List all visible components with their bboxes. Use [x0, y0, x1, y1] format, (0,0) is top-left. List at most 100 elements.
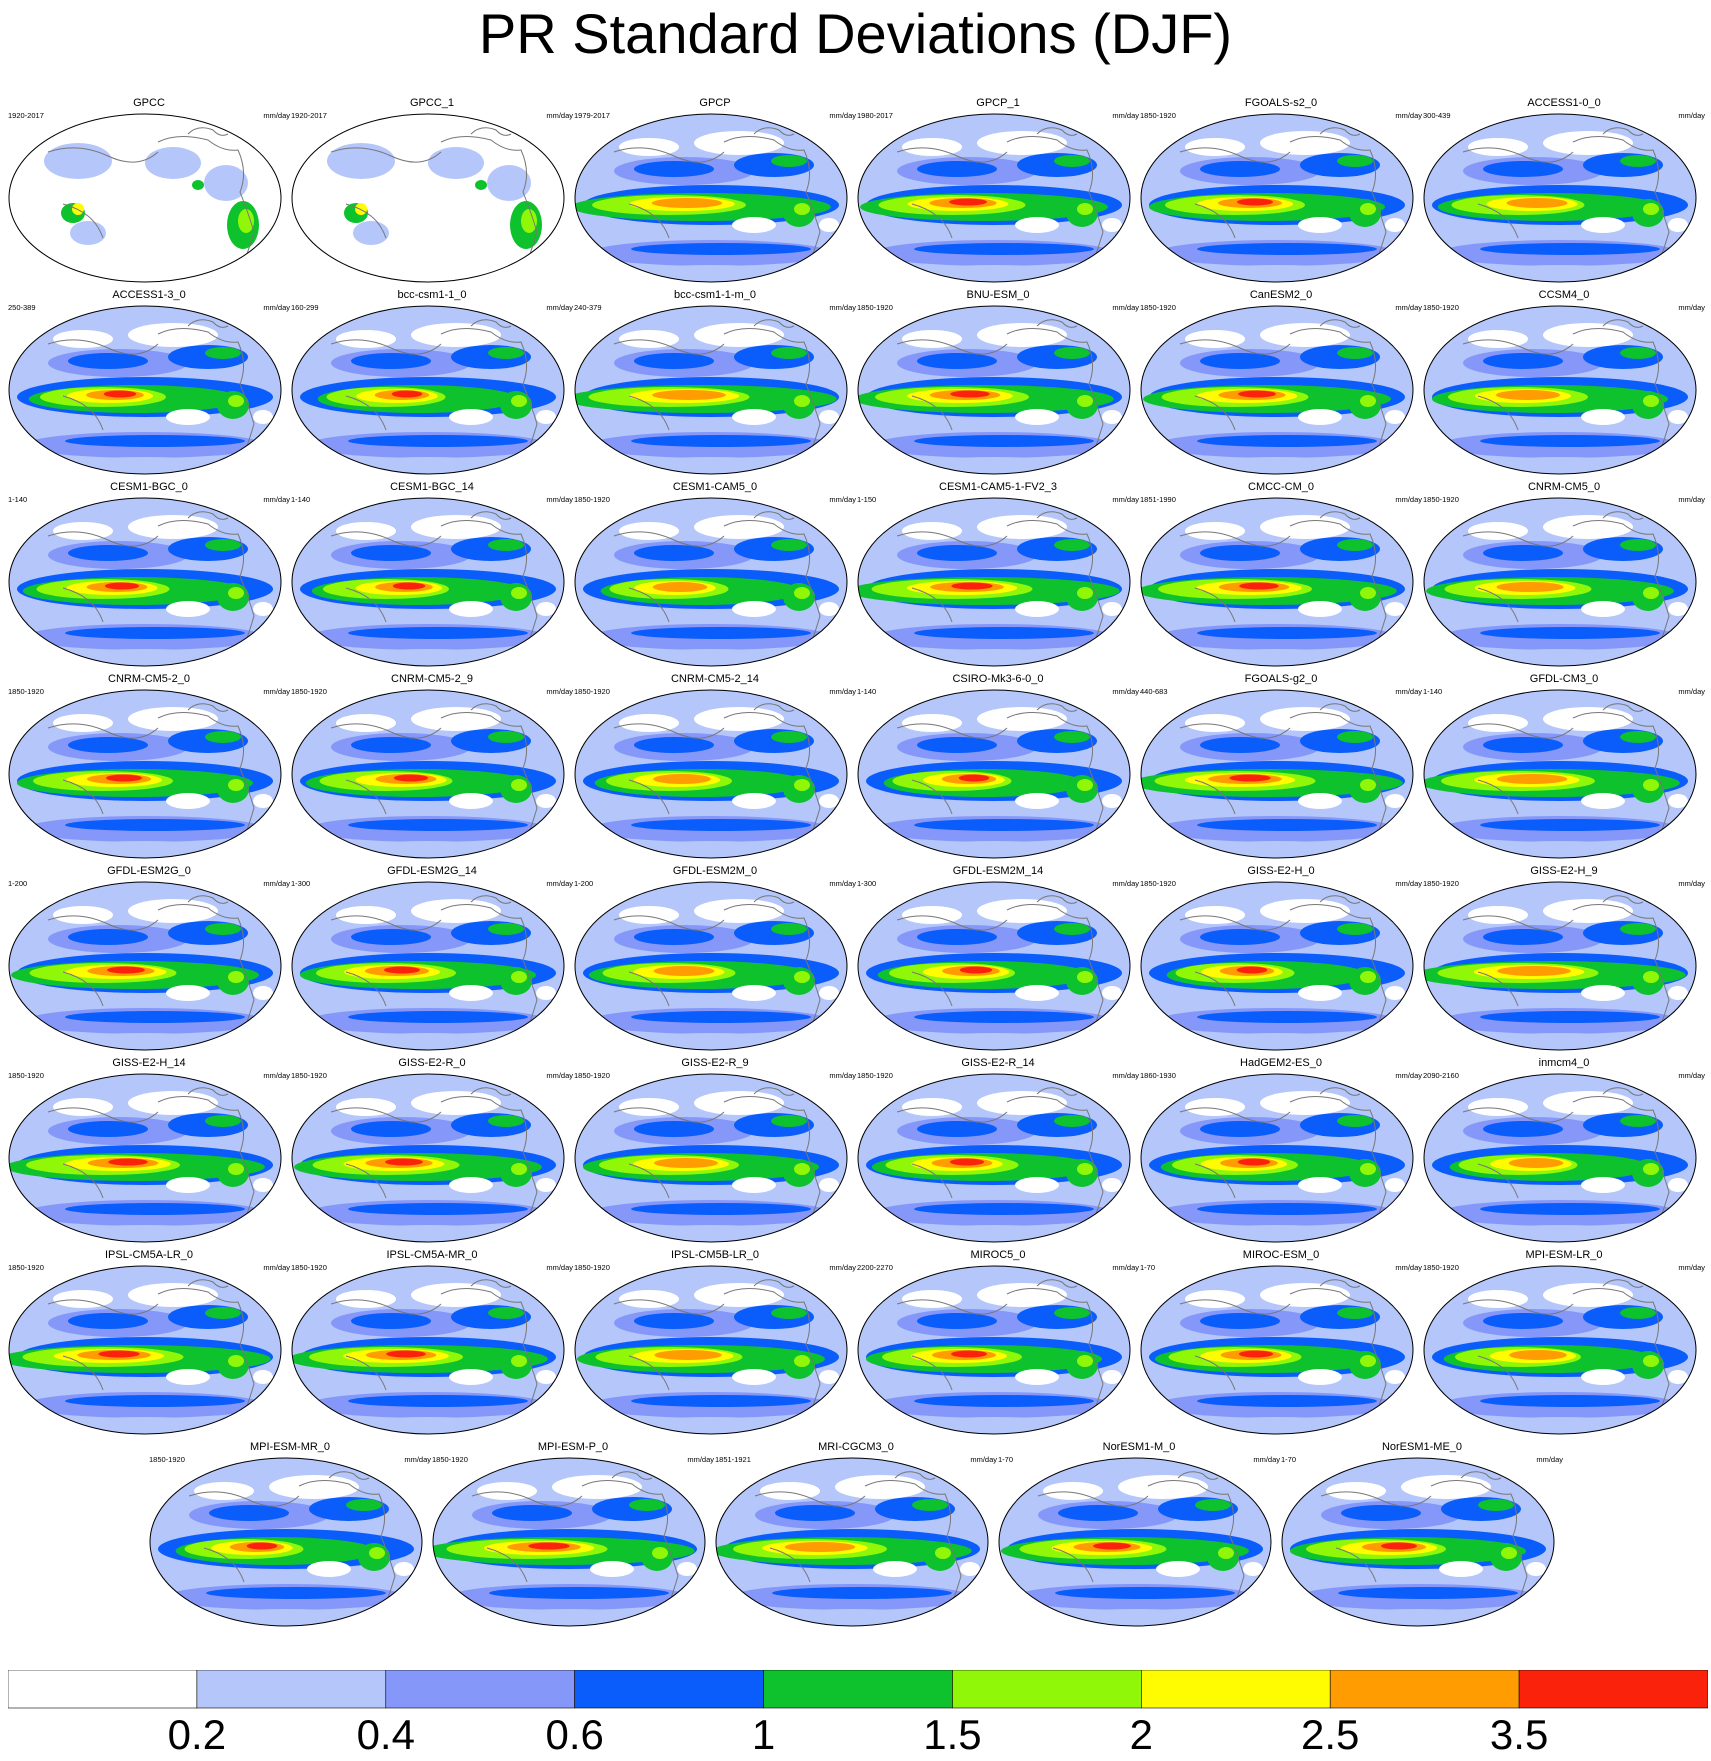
- tropical-band: [1643, 587, 1659, 599]
- dry-region: [1298, 985, 1342, 1001]
- map-panel: GISS-E2-H_0 1850-1920 mm/day: [1140, 864, 1422, 1054]
- panel-title: CNRM-CM5_0: [1527, 481, 1601, 493]
- storm-track-field: [771, 347, 807, 359]
- tropical-band: [511, 971, 527, 983]
- dry-region: [1185, 138, 1245, 156]
- globe-outline: [8, 689, 282, 859]
- dry-region: [732, 601, 776, 617]
- storm-track-field: [1480, 243, 1660, 255]
- dry-region: [1543, 515, 1633, 539]
- dry-region: [1185, 1290, 1245, 1308]
- storm-track-field: [914, 1011, 1094, 1023]
- panel-title: GPCC_1: [409, 97, 455, 109]
- dry-region: [1176, 1377, 1224, 1393]
- storm-track-field: [631, 627, 811, 639]
- panel-years: 1850-1920: [857, 303, 893, 312]
- map-panel: CNRM-CM5-2_14 1850-1920 mm/day: [574, 672, 856, 862]
- panel-years: 1850-1920: [291, 1071, 327, 1080]
- storm-track-field: [631, 1011, 811, 1023]
- dry-region: [1385, 986, 1405, 1000]
- tropical-band: [369, 1547, 385, 1559]
- globe-map: [291, 113, 565, 283]
- panel-units: mm/day: [1395, 687, 1422, 696]
- storm-track-field: [1197, 1395, 1377, 1407]
- dry-region: [1185, 714, 1245, 732]
- tropical-band: [511, 779, 527, 791]
- panel-units: mm/day: [829, 1263, 856, 1272]
- globe-outline: [857, 1265, 1131, 1435]
- dry-region: [1459, 993, 1507, 1009]
- dry-region: [694, 899, 784, 923]
- dry-region: [960, 1562, 980, 1576]
- globe-map: [8, 305, 282, 475]
- polar-field: [348, 1225, 508, 1241]
- coastlines: [896, 319, 1104, 455]
- globe-outline: [1140, 497, 1414, 667]
- panel-title: ACCESS1-3_0: [112, 289, 186, 301]
- dry-region: [1015, 217, 1059, 233]
- storm-track-field: [1480, 1395, 1660, 1407]
- storm-track-field: [914, 243, 1094, 255]
- globe-map: [432, 1457, 706, 1627]
- storm-track-field: [205, 347, 241, 359]
- panel-years: 300-439: [1423, 111, 1451, 120]
- panel-units: mm/day: [263, 879, 290, 888]
- map-panel: IPSL-CM5A-MR_0 1850-1920 mm/day: [291, 1248, 573, 1438]
- dry-region: [53, 906, 113, 924]
- map-panel: GFDL-ESM2G_14 1-300 mm/day: [291, 864, 573, 1054]
- map-panel: CESM1-BGC_14 1-140 mm/day: [291, 480, 573, 670]
- tropical-band: [228, 395, 244, 407]
- storm-track-field: [351, 1121, 431, 1137]
- globe-map: [291, 497, 565, 667]
- tropical-band: [1360, 971, 1376, 983]
- dry-region: [610, 993, 658, 1009]
- storm-track-field: [1337, 731, 1373, 743]
- dry-region: [1298, 1177, 1342, 1193]
- storm-track-field: [205, 1307, 241, 1319]
- coastlines: [330, 127, 538, 263]
- colorbar-tick-label: 0.6: [545, 1711, 604, 1758]
- tropical-band: [384, 966, 420, 974]
- panel-units: mm/day: [546, 495, 573, 504]
- dry-region: [1102, 986, 1122, 1000]
- storm-track-field: [488, 1115, 524, 1127]
- panel-title: GPCP: [699, 97, 731, 109]
- dry-region: [732, 1369, 776, 1385]
- storm-track-field: [771, 1307, 807, 1319]
- dry-region: [449, 1177, 493, 1193]
- dry-region: [1459, 225, 1507, 241]
- storm-track-field: [1483, 929, 1563, 945]
- tropical-band: [104, 582, 140, 590]
- land-precip-field: [70, 221, 106, 245]
- storm-track-field: [771, 923, 807, 935]
- dry-region: [1176, 1185, 1224, 1201]
- polar-field: [348, 841, 508, 857]
- tropical-band: [1093, 1542, 1131, 1550]
- dry-region: [1243, 1562, 1263, 1576]
- panel-title: GISS-E2-H_0: [1247, 865, 1315, 877]
- dry-region: [327, 993, 375, 1009]
- tropical-band: [386, 1350, 426, 1358]
- panel-years: 1851-1990: [1140, 495, 1176, 504]
- tropical-band: [784, 1542, 856, 1552]
- dry-region: [694, 515, 784, 539]
- panel-years: 1850-1920: [1423, 1263, 1459, 1272]
- dry-region: [1298, 1369, 1342, 1385]
- tropical-band: [1229, 774, 1271, 782]
- tropical-band: [1643, 1355, 1659, 1367]
- globe-outline: [1140, 1265, 1414, 1435]
- panel-units: mm/day: [263, 687, 290, 696]
- dry-region: [1668, 602, 1688, 616]
- dry-region: [902, 1290, 962, 1308]
- dry-region: [477, 1482, 537, 1500]
- map-panel: NorESM1-M_0 1-70 mm/day: [998, 1440, 1280, 1630]
- polar-field: [348, 1033, 508, 1049]
- dry-region: [1102, 410, 1122, 424]
- dry-region: [53, 714, 113, 732]
- panel-units: mm/day: [829, 495, 856, 504]
- tropical-band: [228, 779, 244, 791]
- storm-track-field: [68, 545, 148, 561]
- colorbar-tick-label: 1: [751, 1711, 776, 1758]
- dry-region: [977, 515, 1067, 539]
- globe-outline: [715, 1457, 989, 1627]
